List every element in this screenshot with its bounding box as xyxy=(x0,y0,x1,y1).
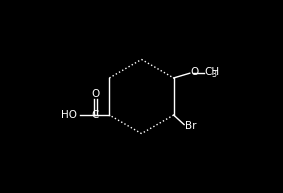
Text: Br: Br xyxy=(185,121,196,131)
Text: O: O xyxy=(191,67,199,77)
Text: C: C xyxy=(91,110,99,120)
Text: CH: CH xyxy=(204,67,219,77)
Text: HO: HO xyxy=(61,110,77,120)
Text: 3: 3 xyxy=(211,70,216,79)
Text: O: O xyxy=(91,89,99,99)
